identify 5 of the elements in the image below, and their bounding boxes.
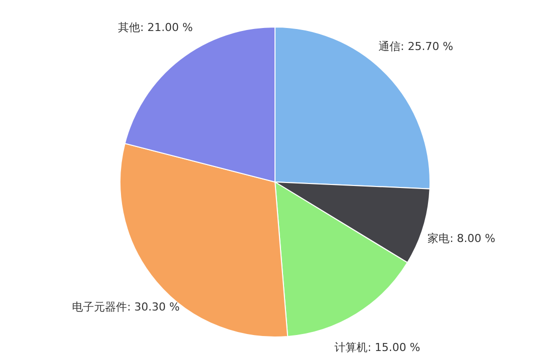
slice-label: 家电: 8.00 % bbox=[428, 232, 496, 245]
slice-label: 其他: 21.00 % bbox=[118, 20, 193, 34]
slice-label: 通信: 25.70 % bbox=[378, 40, 454, 54]
slice-label: 计算机: 15.00 % bbox=[334, 340, 420, 354]
slice-label: 电子元器件: 30.30 % bbox=[72, 300, 180, 314]
